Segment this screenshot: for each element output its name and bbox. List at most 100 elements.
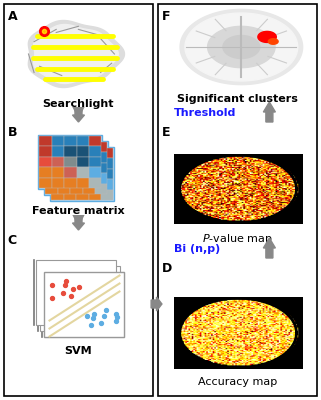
Point — [88, 322, 93, 328]
Bar — [58, 142, 70, 152]
Bar — [64, 148, 76, 158]
Bar — [89, 169, 101, 179]
Bar — [83, 173, 95, 184]
Bar — [77, 136, 89, 146]
Point — [60, 290, 65, 296]
Bar — [51, 148, 64, 158]
Bar — [76, 179, 89, 190]
Point — [85, 313, 90, 320]
Bar — [46, 184, 58, 194]
Text: Feature matrix: Feature matrix — [32, 206, 125, 216]
Bar — [101, 148, 114, 158]
Bar — [83, 184, 95, 194]
Bar — [70, 173, 83, 184]
Text: C: C — [8, 234, 17, 247]
Bar — [46, 163, 58, 173]
Bar — [70, 163, 83, 173]
Point — [69, 292, 74, 299]
Bar — [52, 157, 64, 167]
Point — [114, 314, 119, 320]
Bar — [39, 135, 102, 189]
Bar — [76, 169, 89, 179]
Bar — [51, 179, 64, 190]
Bar — [64, 169, 76, 179]
Polygon shape — [34, 24, 118, 84]
Bar — [40, 266, 120, 330]
Polygon shape — [73, 108, 84, 122]
Bar — [51, 190, 64, 200]
Bar — [77, 167, 89, 178]
Bar — [89, 178, 101, 188]
Bar — [37, 260, 117, 324]
Bar — [58, 152, 70, 163]
Bar — [101, 158, 114, 169]
Bar — [39, 167, 52, 178]
Bar — [52, 146, 64, 157]
Bar — [45, 141, 108, 195]
Polygon shape — [264, 238, 275, 258]
Text: Bi (n,p): Bi (n,p) — [174, 244, 220, 254]
Bar — [64, 167, 77, 178]
Text: Significant clusters: Significant clusters — [177, 94, 298, 104]
Point — [49, 294, 54, 301]
Bar — [77, 178, 89, 188]
Bar — [83, 152, 95, 163]
Bar — [95, 142, 108, 152]
Bar — [70, 142, 83, 152]
Bar — [70, 184, 83, 194]
Polygon shape — [28, 20, 125, 88]
Bar — [64, 157, 77, 167]
Bar — [89, 158, 101, 169]
Bar — [101, 190, 114, 200]
Point — [49, 282, 54, 288]
Bar — [46, 173, 58, 184]
Bar — [46, 142, 58, 152]
Bar — [58, 173, 70, 184]
Text: SVM: SVM — [65, 346, 92, 356]
Polygon shape — [223, 36, 260, 58]
Point — [63, 278, 68, 284]
Polygon shape — [73, 216, 84, 230]
Bar — [39, 136, 52, 146]
Point — [91, 311, 96, 317]
Bar — [64, 158, 76, 169]
Polygon shape — [264, 102, 275, 122]
Bar — [64, 146, 77, 157]
Point — [103, 307, 108, 314]
Bar — [39, 146, 52, 157]
Text: A: A — [8, 10, 17, 23]
Bar — [89, 148, 101, 158]
Bar — [52, 167, 64, 178]
Text: B: B — [8, 126, 17, 139]
Text: Threshold: Threshold — [174, 108, 236, 118]
Bar — [58, 184, 70, 194]
Polygon shape — [151, 297, 162, 311]
Bar — [45, 272, 125, 336]
Bar — [39, 157, 52, 167]
Bar — [158, 4, 317, 396]
Bar — [89, 190, 101, 200]
Text: D: D — [162, 262, 172, 275]
Bar — [95, 163, 108, 173]
Polygon shape — [185, 13, 298, 81]
Bar — [51, 169, 64, 179]
Point — [113, 311, 118, 317]
Bar — [64, 136, 77, 146]
Bar — [39, 178, 52, 188]
Bar — [64, 178, 77, 188]
Bar — [89, 136, 101, 146]
Text: $\it{P}$-value map: $\it{P}$-value map — [202, 232, 273, 246]
Bar — [83, 163, 95, 173]
Point — [62, 282, 67, 288]
Bar — [4, 4, 153, 396]
Point — [70, 286, 75, 293]
Bar — [89, 146, 101, 157]
Bar — [51, 158, 64, 169]
Text: E: E — [162, 126, 170, 139]
Bar — [77, 157, 89, 167]
Bar — [101, 169, 114, 179]
Polygon shape — [258, 32, 276, 42]
Bar — [83, 142, 95, 152]
Polygon shape — [208, 26, 275, 68]
Bar — [89, 157, 101, 167]
